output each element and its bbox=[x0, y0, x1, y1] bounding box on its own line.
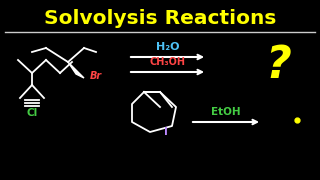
Text: Cl: Cl bbox=[26, 108, 38, 118]
Text: I: I bbox=[164, 127, 168, 137]
Text: Br: Br bbox=[90, 71, 102, 81]
Text: CH₃OH: CH₃OH bbox=[150, 57, 186, 67]
Text: H₂O: H₂O bbox=[156, 42, 180, 52]
Polygon shape bbox=[68, 62, 84, 78]
Text: Solvolysis Reactions: Solvolysis Reactions bbox=[44, 8, 276, 28]
Text: ?: ? bbox=[265, 44, 291, 87]
Text: EtOH: EtOH bbox=[211, 107, 241, 117]
